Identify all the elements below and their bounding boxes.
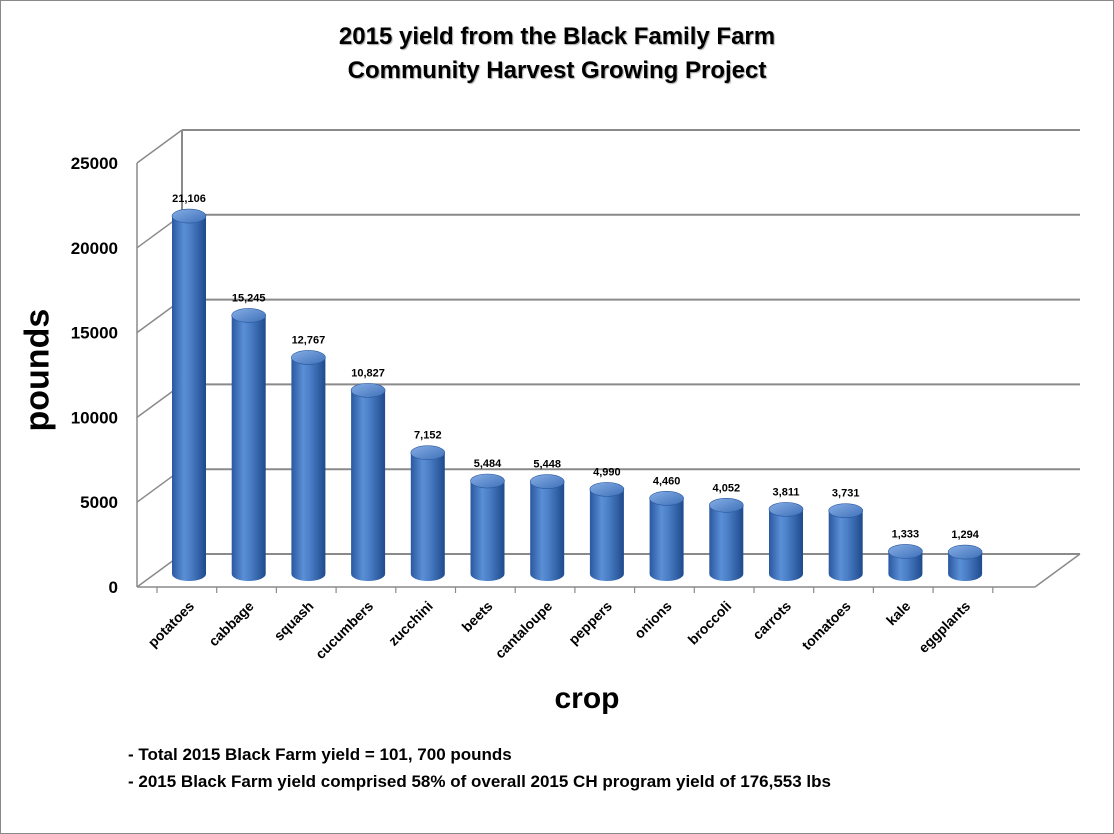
y-tick-label: 20000 <box>71 239 118 258</box>
y-tick-label: 15000 <box>71 324 118 343</box>
data-label: 1,333 <box>892 528 920 540</box>
bar-cantaloupe <box>530 481 565 581</box>
bar-top-squash <box>291 350 326 365</box>
bar-top-cucumbers <box>350 383 386 398</box>
bar-broccoli <box>709 505 744 581</box>
y-tick-label: 10000 <box>71 408 118 427</box>
data-label: 4,460 <box>653 475 681 487</box>
bar-top-carrots <box>768 502 804 517</box>
x-tick-label: carrots <box>749 598 794 643</box>
y-tick-label: 5000 <box>80 493 118 512</box>
x-tick-label: tomatoes <box>799 598 854 653</box>
bar-top-peppers <box>589 482 625 497</box>
data-label: 10,827 <box>351 367 385 379</box>
bar-zucchini <box>410 452 445 581</box>
data-label: 5,448 <box>533 459 561 471</box>
data-label: 3,731 <box>832 488 860 500</box>
x-tick-label: cantaloupe <box>492 598 556 662</box>
gridline-depth <box>136 129 183 164</box>
data-label: 4,990 <box>593 466 621 478</box>
x-tick-label: onions <box>631 598 675 642</box>
bar-beets <box>470 480 505 581</box>
bar-top-onions <box>649 491 684 506</box>
chart-title-line-1: 2015 yield from the Black Family Farm <box>338 23 776 50</box>
bar-top-cabbage <box>231 308 266 323</box>
bar-top-potatoes <box>171 208 207 224</box>
floor-right-edge <box>1034 553 1081 588</box>
bar-potatoes <box>172 216 206 581</box>
x-tick-label: beets <box>458 598 495 635</box>
bar-top-beets <box>470 473 505 489</box>
note-total-yield: - Total 2015 Black Farm yield = 101, 700… <box>128 745 512 764</box>
x-tick-label: zucchini <box>385 598 436 649</box>
bar-onions <box>649 498 684 581</box>
data-label: 12,767 <box>292 334 326 346</box>
x-tick-label: kale <box>883 598 914 629</box>
data-label: 7,152 <box>414 430 442 442</box>
y-tick-label: 25000 <box>71 154 118 173</box>
bar-tomatoes <box>828 510 863 581</box>
bar-peppers <box>589 489 624 581</box>
bar-top-kale <box>888 544 923 559</box>
x-tick-label: eggplants <box>915 598 973 656</box>
data-label: 4,052 <box>713 482 741 494</box>
x-axis-label: crop <box>554 682 620 715</box>
x-tick-label: squash <box>271 598 317 644</box>
note-program-share: - 2015 Black Farm yield comprised 58% of… <box>128 772 831 791</box>
x-tick-label: cucumbers <box>312 598 376 662</box>
x-tick-label: broccoli <box>685 598 735 648</box>
bar-top-eggplants <box>947 544 983 560</box>
y-tick-label: 0 <box>109 578 118 597</box>
data-label: 5,484 <box>474 458 502 470</box>
x-tick-label: peppers <box>565 598 615 648</box>
bar-squash <box>291 357 326 581</box>
data-label: 21,106 <box>172 193 206 205</box>
bar-cucumbers <box>351 390 386 581</box>
notes: - Total 2015 Black Farm yield = 101, 700… <box>128 741 831 795</box>
data-label: 15,245 <box>232 292 266 304</box>
data-label: 3,811 <box>773 486 800 498</box>
x-tick-label: potatoes <box>145 598 198 651</box>
bar-top-broccoli <box>708 497 744 513</box>
chart-title: 2015 yield from the Black Family Farm Co… <box>0 20 1114 88</box>
bar-kale <box>888 551 923 581</box>
chart-title-line-2: Community Harvest Growing Project <box>347 57 767 84</box>
bar-top-tomatoes <box>828 503 864 519</box>
bar-top-cantaloupe <box>529 474 565 489</box>
bar-top-zucchini <box>410 445 446 461</box>
bar-carrots <box>769 509 803 581</box>
bar-eggplants <box>948 552 983 581</box>
bar-cabbage <box>231 315 266 581</box>
data-label: 1,294 <box>951 529 979 541</box>
x-tick-label: cabbage <box>205 598 257 650</box>
